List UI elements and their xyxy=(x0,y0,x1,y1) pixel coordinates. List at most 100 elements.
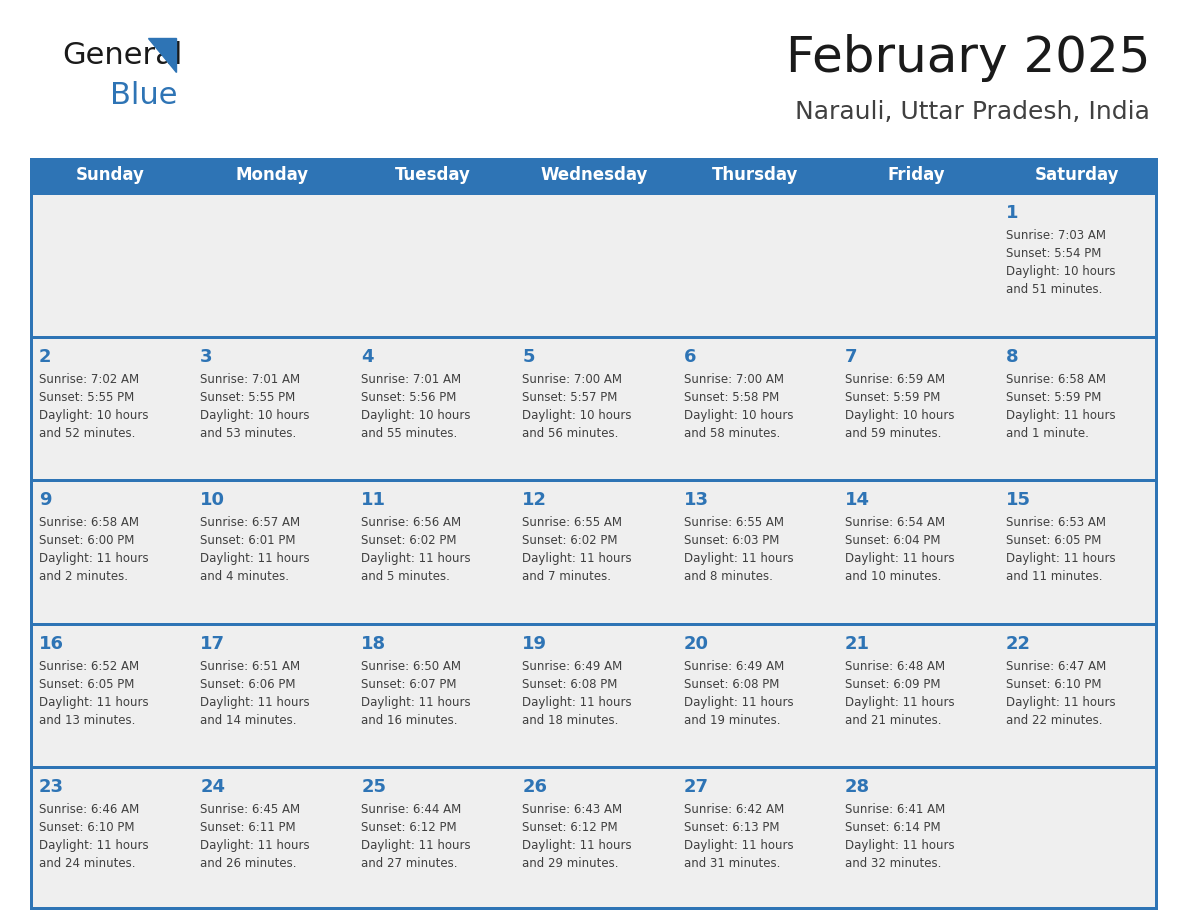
Text: Thursday: Thursday xyxy=(712,166,798,184)
Text: Sunrise: 6:43 AM: Sunrise: 6:43 AM xyxy=(523,803,623,816)
Text: Sunrise: 6:42 AM: Sunrise: 6:42 AM xyxy=(683,803,784,816)
Text: Daylight: 10 hours: Daylight: 10 hours xyxy=(361,409,470,421)
Bar xyxy=(30,158,33,910)
Text: Sunrise: 6:41 AM: Sunrise: 6:41 AM xyxy=(845,803,944,816)
Text: 24: 24 xyxy=(200,778,226,797)
Text: and 1 minute.: and 1 minute. xyxy=(1006,427,1088,440)
Text: Sunrise: 6:54 AM: Sunrise: 6:54 AM xyxy=(845,516,944,529)
Text: Sunset: 5:55 PM: Sunset: 5:55 PM xyxy=(39,390,134,404)
Text: and 4 minutes.: and 4 minutes. xyxy=(200,570,289,583)
Text: and 26 minutes.: and 26 minutes. xyxy=(200,857,297,870)
Text: Sunrise: 6:58 AM: Sunrise: 6:58 AM xyxy=(1006,373,1106,386)
Text: and 19 minutes.: and 19 minutes. xyxy=(683,714,781,727)
Text: Daylight: 11 hours: Daylight: 11 hours xyxy=(39,553,148,565)
Text: Sunset: 6:05 PM: Sunset: 6:05 PM xyxy=(1006,534,1101,547)
Text: Sunset: 6:04 PM: Sunset: 6:04 PM xyxy=(845,534,940,547)
Text: Daylight: 11 hours: Daylight: 11 hours xyxy=(845,553,954,565)
Text: Sunrise: 6:55 AM: Sunrise: 6:55 AM xyxy=(523,516,623,529)
Text: Tuesday: Tuesday xyxy=(394,166,470,184)
Text: Daylight: 11 hours: Daylight: 11 hours xyxy=(683,553,794,565)
Text: Sunrise: 7:00 AM: Sunrise: 7:00 AM xyxy=(523,373,623,386)
Text: Monday: Monday xyxy=(235,166,308,184)
Text: Sunset: 6:12 PM: Sunset: 6:12 PM xyxy=(361,822,457,834)
Text: 22: 22 xyxy=(1006,635,1031,653)
Bar xyxy=(30,192,1158,195)
Text: Sunset: 6:08 PM: Sunset: 6:08 PM xyxy=(683,677,779,691)
Text: Sunset: 6:01 PM: Sunset: 6:01 PM xyxy=(200,534,296,547)
Text: and 29 minutes.: and 29 minutes. xyxy=(523,857,619,870)
Text: and 32 minutes.: and 32 minutes. xyxy=(845,857,941,870)
Text: Sunrise: 6:49 AM: Sunrise: 6:49 AM xyxy=(523,660,623,673)
Text: Sunrise: 7:01 AM: Sunrise: 7:01 AM xyxy=(361,373,461,386)
Text: Sunset: 5:57 PM: Sunset: 5:57 PM xyxy=(523,390,618,404)
Bar xyxy=(30,336,1158,339)
Text: February 2025: February 2025 xyxy=(785,34,1150,82)
Text: 21: 21 xyxy=(845,635,870,653)
Text: Sunset: 6:02 PM: Sunset: 6:02 PM xyxy=(361,534,456,547)
Text: Blue: Blue xyxy=(110,81,177,109)
Text: Wednesday: Wednesday xyxy=(541,166,647,184)
Text: 6: 6 xyxy=(683,348,696,365)
Text: 26: 26 xyxy=(523,778,548,797)
Text: Daylight: 11 hours: Daylight: 11 hours xyxy=(200,553,310,565)
Text: 3: 3 xyxy=(200,348,213,365)
Text: Daylight: 11 hours: Daylight: 11 hours xyxy=(200,839,310,853)
Text: and 18 minutes.: and 18 minutes. xyxy=(523,714,619,727)
Text: and 14 minutes.: and 14 minutes. xyxy=(200,714,297,727)
Text: Sunrise: 6:49 AM: Sunrise: 6:49 AM xyxy=(683,660,784,673)
Text: and 8 minutes.: and 8 minutes. xyxy=(683,570,772,583)
Text: Daylight: 10 hours: Daylight: 10 hours xyxy=(523,409,632,421)
Text: and 7 minutes.: and 7 minutes. xyxy=(523,570,612,583)
Bar xyxy=(30,622,1158,626)
Text: Friday: Friday xyxy=(887,166,946,184)
Text: Sunset: 5:56 PM: Sunset: 5:56 PM xyxy=(361,390,456,404)
Text: Sunset: 6:13 PM: Sunset: 6:13 PM xyxy=(683,822,779,834)
Bar xyxy=(30,195,1158,336)
Text: and 51 minutes.: and 51 minutes. xyxy=(1006,283,1102,296)
Text: Daylight: 10 hours: Daylight: 10 hours xyxy=(845,409,954,421)
Text: Sunrise: 6:48 AM: Sunrise: 6:48 AM xyxy=(845,660,944,673)
Text: Sunset: 6:05 PM: Sunset: 6:05 PM xyxy=(39,677,134,691)
Text: Sunset: 6:12 PM: Sunset: 6:12 PM xyxy=(523,822,618,834)
Text: Sunset: 6:10 PM: Sunset: 6:10 PM xyxy=(39,822,134,834)
Text: and 22 minutes.: and 22 minutes. xyxy=(1006,714,1102,727)
Text: Daylight: 11 hours: Daylight: 11 hours xyxy=(361,696,470,709)
Text: 4: 4 xyxy=(361,348,374,365)
Text: Sunrise: 6:45 AM: Sunrise: 6:45 AM xyxy=(200,803,301,816)
Text: Daylight: 11 hours: Daylight: 11 hours xyxy=(39,696,148,709)
Bar xyxy=(30,479,1158,482)
Text: Sunrise: 6:53 AM: Sunrise: 6:53 AM xyxy=(1006,516,1106,529)
Text: Sunday: Sunday xyxy=(76,166,145,184)
Text: Daylight: 11 hours: Daylight: 11 hours xyxy=(845,696,954,709)
Text: Sunset: 6:08 PM: Sunset: 6:08 PM xyxy=(523,677,618,691)
Text: 23: 23 xyxy=(39,778,64,797)
Text: Sunrise: 7:01 AM: Sunrise: 7:01 AM xyxy=(200,373,301,386)
Text: 8: 8 xyxy=(1006,348,1018,365)
Text: Daylight: 11 hours: Daylight: 11 hours xyxy=(39,839,148,853)
Text: Narauli, Uttar Pradesh, India: Narauli, Uttar Pradesh, India xyxy=(795,100,1150,124)
Text: Daylight: 10 hours: Daylight: 10 hours xyxy=(39,409,148,421)
Text: Sunset: 5:59 PM: Sunset: 5:59 PM xyxy=(845,390,940,404)
Text: Sunset: 6:09 PM: Sunset: 6:09 PM xyxy=(845,677,940,691)
Text: and 10 minutes.: and 10 minutes. xyxy=(845,570,941,583)
Text: Daylight: 11 hours: Daylight: 11 hours xyxy=(683,696,794,709)
Text: Sunrise: 6:50 AM: Sunrise: 6:50 AM xyxy=(361,660,461,673)
Text: Sunset: 6:00 PM: Sunset: 6:00 PM xyxy=(39,534,134,547)
Text: 1: 1 xyxy=(1006,204,1018,222)
Text: Sunset: 5:55 PM: Sunset: 5:55 PM xyxy=(200,390,296,404)
Bar xyxy=(30,339,1158,479)
Text: Sunset: 6:02 PM: Sunset: 6:02 PM xyxy=(523,534,618,547)
Text: and 52 minutes.: and 52 minutes. xyxy=(39,427,135,440)
Text: Sunrise: 6:56 AM: Sunrise: 6:56 AM xyxy=(361,516,461,529)
Text: Sunset: 5:58 PM: Sunset: 5:58 PM xyxy=(683,390,779,404)
Text: General: General xyxy=(62,40,183,70)
Text: Daylight: 11 hours: Daylight: 11 hours xyxy=(523,839,632,853)
Text: 13: 13 xyxy=(683,491,708,509)
Text: Daylight: 11 hours: Daylight: 11 hours xyxy=(523,696,632,709)
Bar xyxy=(30,482,1158,622)
Bar xyxy=(30,767,1158,769)
Text: Daylight: 10 hours: Daylight: 10 hours xyxy=(200,409,310,421)
Bar xyxy=(30,907,1158,910)
Text: and 24 minutes.: and 24 minutes. xyxy=(39,857,135,870)
Text: and 11 minutes.: and 11 minutes. xyxy=(1006,570,1102,583)
